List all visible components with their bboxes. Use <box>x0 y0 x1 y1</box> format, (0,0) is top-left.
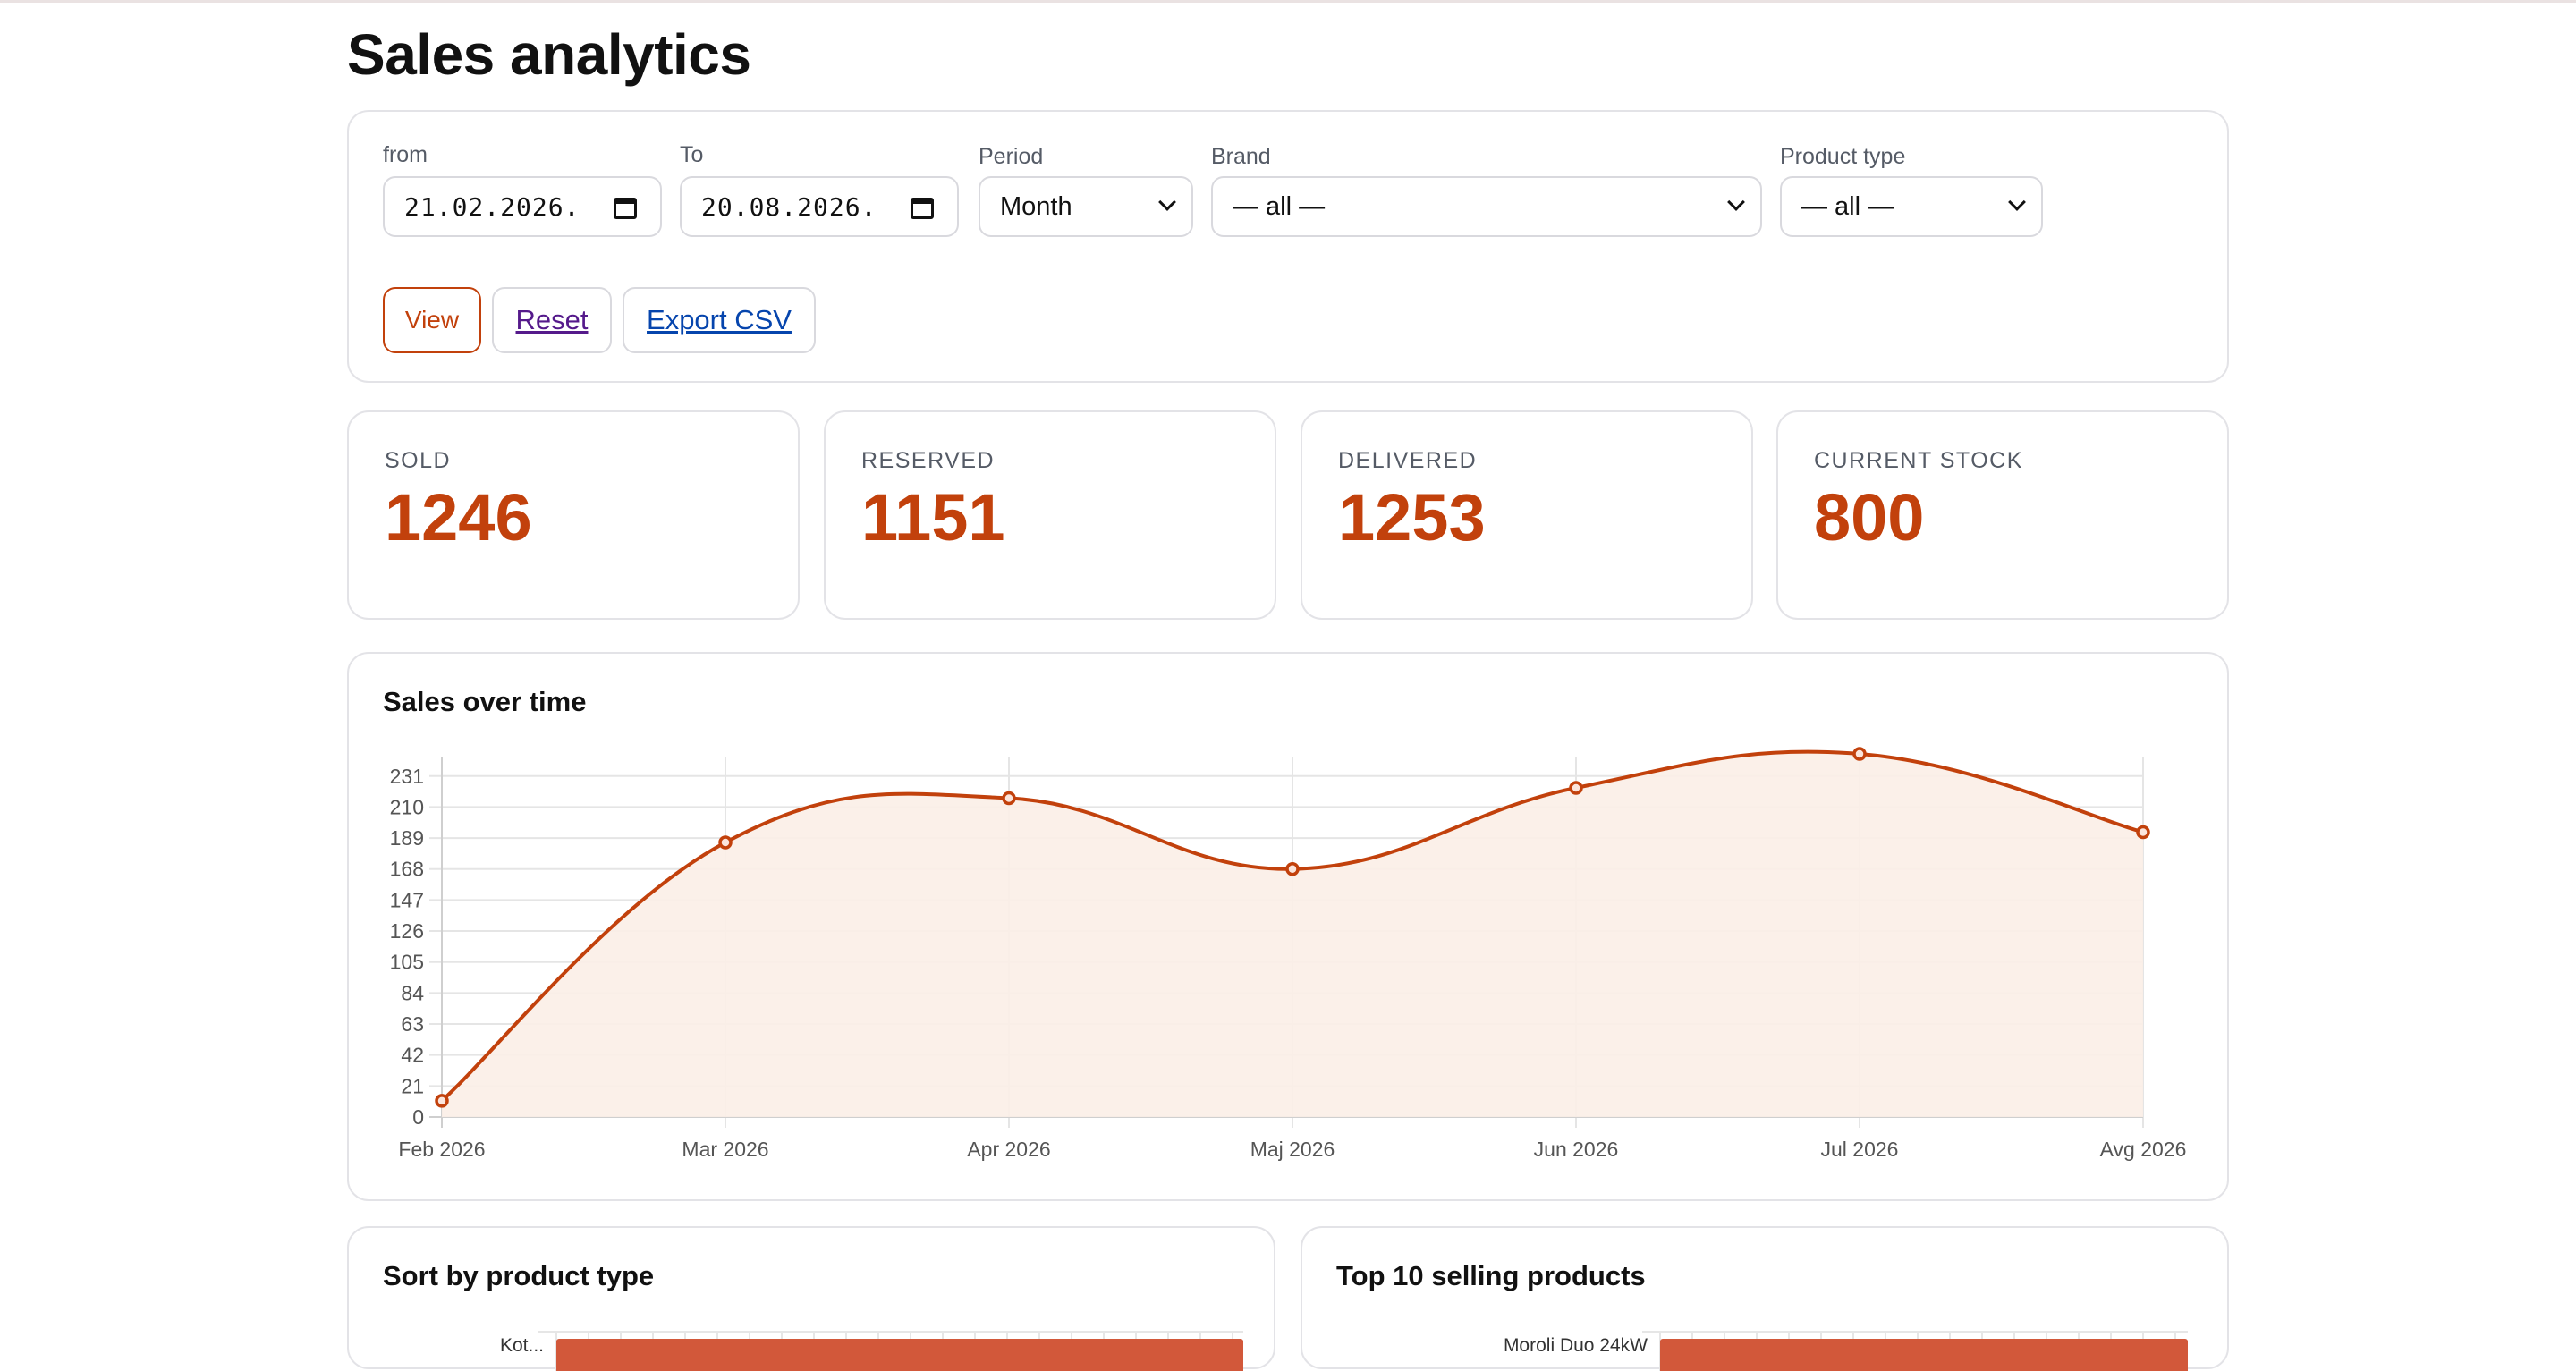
top-products-chart-title: Top 10 selling products <box>1336 1260 1646 1291</box>
y-tick-label: 210 <box>390 795 424 818</box>
brand-select[interactable]: — all — <box>1211 176 1762 237</box>
series-area-fill <box>442 751 2143 1117</box>
data-point <box>1569 781 1583 795</box>
calendar-icon[interactable] <box>911 198 934 219</box>
product-type-label: Product type <box>1780 144 1906 169</box>
period-value: Month <box>1000 191 1072 221</box>
product-type-select[interactable]: — all — <box>1780 176 2043 237</box>
from-label: from <box>383 142 428 167</box>
data-point <box>1002 791 1016 806</box>
y-tick-label: 105 <box>390 951 424 974</box>
to-label: To <box>680 142 704 167</box>
sales-line-chart: 0 21 42 63 84 105 126 147 168 189 210 231 Feb 2026 Ma… <box>390 747 2187 1161</box>
product-type-bar-chart: Kot... <box>500 1331 1243 1371</box>
brand-label: Brand <box>1211 144 1271 169</box>
to-field: To <box>680 142 703 171</box>
calendar-icon[interactable] <box>614 198 637 219</box>
chevron-down-icon <box>1727 193 1745 211</box>
filter-panel: from 21.02.2026. To 20.08.2026. Period M… <box>347 110 2229 383</box>
x-tick-label: Mar 2026 <box>682 1138 768 1161</box>
chevron-down-icon <box>1158 193 1176 211</box>
from-date-input[interactable]: 21.02.2026. <box>383 176 662 237</box>
brand-field: Brand <box>1211 144 1271 173</box>
stat-value: 1246 <box>385 480 532 554</box>
x-tick-label: Apr 2026 <box>967 1138 1050 1161</box>
page-title: Sales analytics <box>347 22 751 87</box>
x-tick-label: Jul 2026 <box>1821 1138 1899 1161</box>
stat-value: 1151 <box>861 480 1005 554</box>
view-button[interactable]: View <box>383 287 481 353</box>
x-tick-label: Avg 2026 <box>2100 1138 2187 1161</box>
export-csv-button[interactable]: Export CSV <box>623 287 816 353</box>
y-tick-label: 21 <box>401 1074 424 1097</box>
x-tick-label: Feb 2026 <box>398 1138 485 1161</box>
top-border <box>0 0 2576 3</box>
product-type-chart-title: Sort by product type <box>383 1260 655 1291</box>
data-point <box>1285 861 1300 876</box>
y-tick-label: 42 <box>401 1044 424 1067</box>
top-products-bar-chart: Moroli Duo 24kW <box>1504 1331 2188 1371</box>
brand-value: — all — <box>1233 191 1326 221</box>
to-date-input[interactable]: 20.08.2026. <box>680 176 959 237</box>
from-date-value: 21.02.2026. <box>404 191 580 222</box>
data-point <box>2136 825 2150 840</box>
product-type-card: Sort by product type Kot... <box>347 1226 1275 1371</box>
y-tick-label: 231 <box>390 765 424 788</box>
stat-card-reserved: RESERVED 1151 <box>824 410 1276 620</box>
data-point <box>718 835 733 850</box>
stat-label: RESERVED <box>861 448 996 473</box>
from-field: from <box>383 142 428 171</box>
chevron-down-icon <box>2008 193 2026 211</box>
chart-title: Sales over time <box>383 686 587 717</box>
bar <box>1660 1339 2188 1371</box>
stat-card-current-stock: CURRENT STOCK 800 <box>1776 410 2229 620</box>
y-tick-label: 0 <box>412 1105 424 1129</box>
data-point <box>1852 747 1867 761</box>
period-field: Period <box>979 144 1043 173</box>
data-point <box>435 1094 449 1108</box>
stat-label: CURRENT STOCK <box>1814 448 2023 473</box>
stat-label: SOLD <box>385 448 452 473</box>
y-tick-label: 63 <box>401 1012 424 1036</box>
stat-card-delivered: DELIVERED 1253 <box>1301 410 1753 620</box>
reset-button[interactable]: Reset <box>492 287 612 353</box>
sales-over-time-card: Sales over time 0 21 42 63 84 105 126 147 168 189… <box>347 652 2229 1201</box>
x-tick-label: Maj 2026 <box>1250 1138 1335 1161</box>
y-tick-label: 84 <box>401 981 424 1004</box>
period-select[interactable]: Month <box>979 176 1193 237</box>
stat-card-sold: SOLD 1246 <box>347 410 800 620</box>
bar <box>556 1339 1243 1371</box>
x-tick-label: Jun 2026 <box>1534 1138 1619 1161</box>
stat-value: 1253 <box>1338 480 1486 554</box>
bar-label: Kot... <box>500 1335 544 1356</box>
stat-value: 800 <box>1814 480 1925 554</box>
product-type-field: Product type <box>1780 144 1905 173</box>
stat-label: DELIVERED <box>1338 448 1478 473</box>
to-date-value: 20.08.2026. <box>701 191 877 222</box>
y-tick-label: 168 <box>390 858 424 881</box>
y-tick-label: 147 <box>390 888 424 911</box>
y-tick-label: 126 <box>390 919 424 943</box>
y-tick-label: 189 <box>390 826 424 850</box>
product-type-value: — all — <box>1801 191 1894 221</box>
bar-label: Moroli Duo 24kW <box>1504 1335 1648 1356</box>
top-products-card: Top 10 selling products Moroli Duo 24kW <box>1301 1226 2229 1371</box>
period-label: Period <box>979 144 1044 169</box>
